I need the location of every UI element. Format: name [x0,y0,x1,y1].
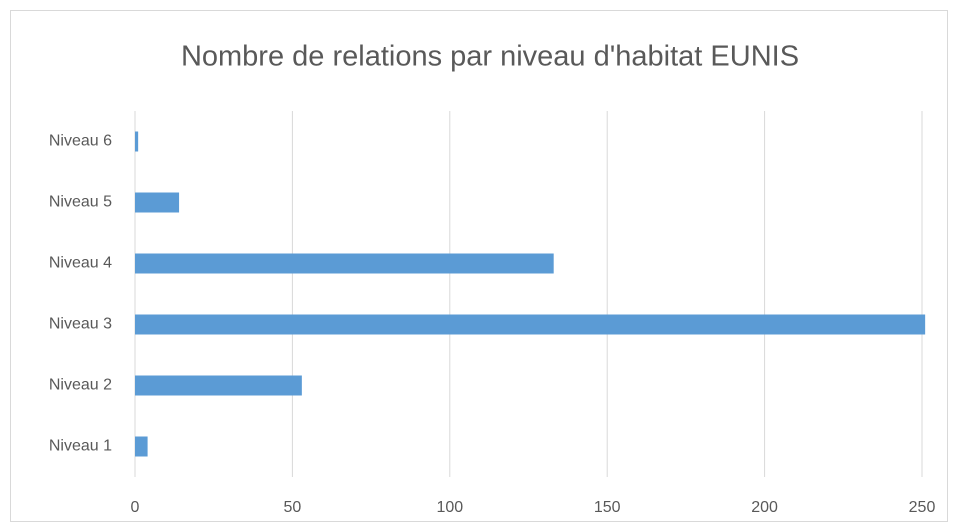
y-tick-label: Niveau 1 [49,438,112,455]
x-tick-label: 250 [909,499,936,516]
bar [135,375,302,396]
x-tick-label: 100 [436,499,463,516]
y-tick-label: Niveau 2 [49,377,112,394]
x-tick-label: 0 [131,499,140,516]
bar [135,436,148,457]
bar [135,314,926,335]
x-tick-label: 50 [284,499,302,516]
bar [135,253,554,274]
y-tick-label: Niveau 4 [49,255,112,272]
y-tick-label: Niveau 6 [49,133,112,150]
x-tick-label: 200 [751,499,778,516]
bar [135,131,139,152]
chart-title: Nombre de relations par niveau d'habitat… [181,41,799,73]
x-tick-label: 150 [594,499,621,516]
y-tick-label: Niveau 5 [49,194,112,211]
bar [135,192,180,213]
y-tick-label: Niveau 3 [49,316,112,333]
